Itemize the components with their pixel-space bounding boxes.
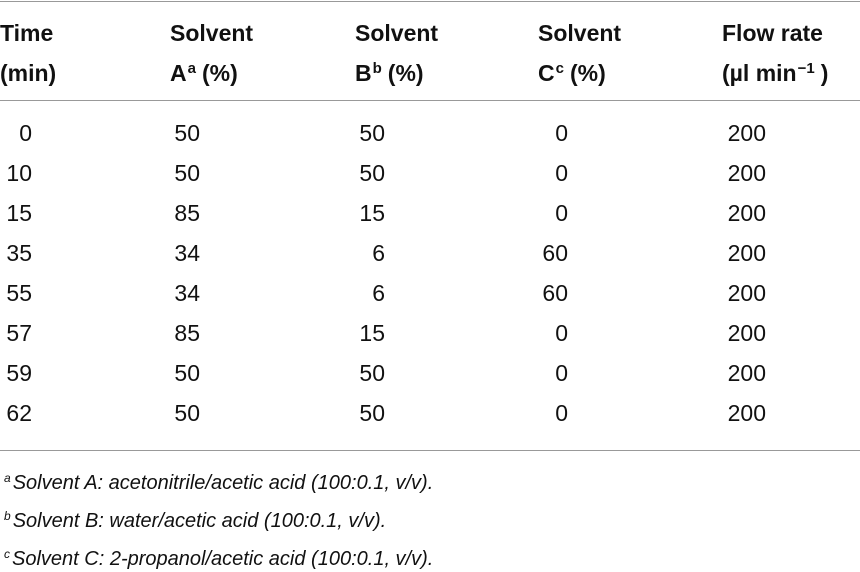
footnote: a Solvent A: acetonitrile/acetic acid (10… bbox=[4, 471, 433, 495]
cell: 60 bbox=[542, 240, 568, 266]
header-rule bbox=[0, 100, 860, 101]
cell: 10 bbox=[6, 160, 32, 186]
header-text: (%) bbox=[201, 60, 238, 86]
header-line: (µl min−1) bbox=[722, 60, 828, 86]
cell: 55 bbox=[6, 280, 32, 306]
cell: 0 bbox=[555, 360, 568, 386]
header-line: Cc (%) bbox=[538, 60, 606, 86]
cell: 200 bbox=[727, 240, 766, 266]
cell: 0 bbox=[555, 200, 568, 226]
cell: 50 bbox=[174, 400, 200, 426]
footnote-mark: a bbox=[4, 471, 11, 485]
footnote-text: Solvent B: water/acetic acid (100:0.1, v… bbox=[12, 510, 387, 532]
header-line: Solvent bbox=[355, 20, 439, 46]
cell: 200 bbox=[727, 320, 766, 346]
footnote: c Solvent C: 2-propanol/acetic acid (100:… bbox=[4, 547, 433, 571]
cell: 6 bbox=[372, 240, 385, 266]
cell: 34 bbox=[174, 280, 200, 306]
cell: 50 bbox=[174, 160, 200, 186]
cell: 15 bbox=[359, 200, 385, 226]
bottom-rule bbox=[0, 450, 860, 451]
header-line: Solvent bbox=[538, 20, 622, 46]
cell: 0 bbox=[555, 160, 568, 186]
cell: 0 bbox=[555, 400, 568, 426]
cell: 200 bbox=[727, 160, 766, 186]
footnote: b Solvent B: water/acetic acid (100:0.1, … bbox=[4, 509, 386, 533]
header-line: Flow rate bbox=[722, 20, 823, 46]
header-line: Time bbox=[0, 20, 54, 46]
cell: 6 bbox=[372, 280, 385, 306]
cell: 200 bbox=[727, 200, 766, 226]
top-rule bbox=[0, 1, 860, 2]
cell: 200 bbox=[727, 280, 766, 306]
footnote-mark: b bbox=[4, 509, 11, 523]
superscript: c bbox=[555, 60, 564, 77]
cell: 57 bbox=[6, 320, 32, 346]
superscript: a bbox=[187, 60, 196, 77]
header-text: (min) bbox=[0, 60, 57, 86]
footnote-text: Solvent A: acetonitrile/acetic acid (100… bbox=[12, 472, 434, 494]
cell: 15 bbox=[6, 200, 32, 226]
header-text: (%) bbox=[387, 60, 424, 86]
cell: 85 bbox=[174, 320, 200, 346]
cell: 200 bbox=[727, 400, 766, 426]
header-line: Aa (%) bbox=[170, 60, 238, 86]
cell: 15 bbox=[359, 320, 385, 346]
header-text: (µl min bbox=[722, 60, 797, 86]
header-line: Solvent bbox=[170, 20, 254, 46]
cell: 200 bbox=[727, 360, 766, 386]
footnote-text: Solvent C: 2-propanol/acetic acid (100:0… bbox=[12, 548, 434, 570]
superscript: −1 bbox=[797, 60, 815, 77]
header-text: C bbox=[538, 60, 555, 86]
header-text: A bbox=[170, 60, 187, 86]
cell: 0 bbox=[555, 320, 568, 346]
cell: 50 bbox=[174, 360, 200, 386]
cell: 0 bbox=[19, 120, 32, 146]
header-text: B bbox=[355, 60, 372, 86]
superscript: b bbox=[372, 60, 382, 77]
cell: 85 bbox=[174, 200, 200, 226]
header-line: Bb (%) bbox=[355, 60, 424, 86]
cell: 34 bbox=[174, 240, 200, 266]
footnote-mark: c bbox=[4, 547, 10, 561]
cell: 50 bbox=[359, 360, 385, 386]
header-line: (min) bbox=[0, 60, 56, 86]
cell: 62 bbox=[6, 400, 32, 426]
cell: 50 bbox=[174, 120, 200, 146]
cell: 59 bbox=[6, 360, 32, 386]
cell: 50 bbox=[359, 160, 385, 186]
header-text: (%) bbox=[569, 60, 606, 86]
cell: 200 bbox=[727, 120, 766, 146]
header-text: ) bbox=[820, 60, 829, 86]
cell: 50 bbox=[359, 120, 385, 146]
cell: 60 bbox=[542, 280, 568, 306]
cell: 35 bbox=[6, 240, 32, 266]
cell: 50 bbox=[359, 400, 385, 426]
cell: 0 bbox=[555, 120, 568, 146]
